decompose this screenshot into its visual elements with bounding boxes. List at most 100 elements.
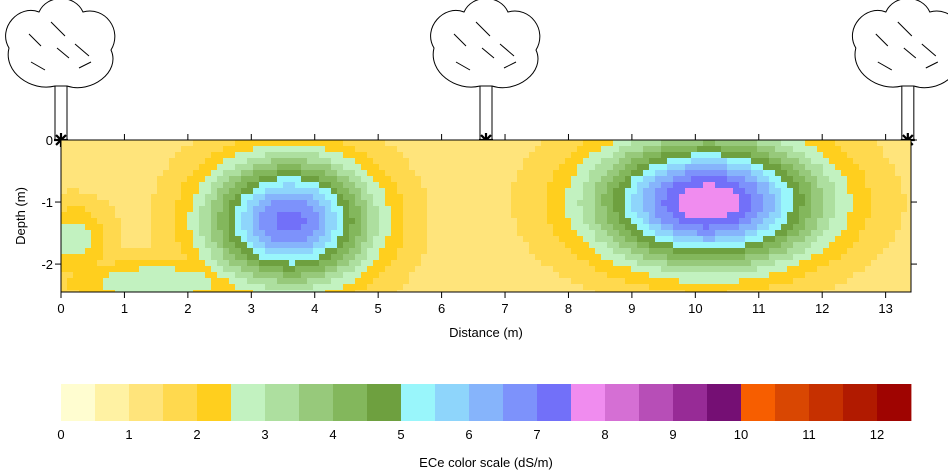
- heatmap-cell: [445, 194, 452, 201]
- heatmap-cell: [691, 248, 698, 255]
- heatmap-cell: [319, 158, 326, 165]
- heatmap-cell: [331, 158, 338, 165]
- heatmap-cell: [727, 146, 734, 153]
- heatmap-cell: [151, 272, 158, 279]
- heatmap-cell: [829, 290, 836, 292]
- heatmap-cell: [235, 218, 242, 225]
- heatmap-cell: [643, 182, 650, 189]
- heatmap-cell: [589, 200, 596, 207]
- heatmap-cell: [793, 194, 800, 201]
- heatmap-cell: [391, 278, 398, 285]
- heatmap-cell: [589, 272, 596, 279]
- heatmap-cell: [187, 284, 194, 291]
- heatmap-cell: [673, 236, 680, 243]
- heatmap-cell: [67, 182, 74, 189]
- heatmap-cell: [607, 152, 614, 159]
- heatmap-cell: [133, 284, 140, 291]
- heatmap-cell: [757, 290, 764, 292]
- heatmap-cell: [769, 176, 776, 183]
- heatmap-cell: [553, 284, 560, 291]
- heatmap-cell: [115, 218, 122, 225]
- heatmap-cell: [391, 224, 398, 231]
- heatmap-cell: [427, 182, 434, 189]
- heatmap-cell: [877, 230, 884, 237]
- heatmap-cell: [637, 152, 644, 159]
- heatmap-cell: [805, 158, 812, 165]
- heatmap-cell: [841, 290, 848, 292]
- heatmap-cell: [499, 218, 506, 225]
- heatmap-cell: [379, 254, 386, 261]
- heatmap-cell: [631, 236, 638, 243]
- heatmap-cell: [415, 194, 422, 201]
- heatmap-cell: [619, 164, 626, 171]
- heatmap-cell: [193, 164, 200, 171]
- heatmap-cell: [463, 290, 470, 292]
- heatmap-cell: [217, 152, 224, 159]
- heatmap-cell: [691, 152, 698, 159]
- heatmap-cell: [547, 278, 554, 285]
- heatmap-cell: [811, 146, 818, 153]
- heatmap-cell: [799, 164, 806, 171]
- heatmap-cell: [889, 182, 896, 189]
- heatmap-cell: [589, 290, 596, 292]
- heatmap-cell: [535, 146, 542, 153]
- heatmap-cell: [229, 254, 236, 261]
- heatmap-cell: [877, 182, 884, 189]
- heatmap-cell: [145, 248, 152, 255]
- heatmap-cell: [139, 230, 146, 237]
- heatmap-cell: [871, 266, 878, 273]
- heatmap-cell: [253, 182, 260, 189]
- heatmap-cell: [205, 260, 212, 267]
- heatmap-cell: [475, 266, 482, 273]
- heatmap-cell: [139, 242, 146, 249]
- heatmap-cell: [613, 164, 620, 171]
- heatmap-cell: [301, 146, 308, 153]
- heatmap-cell: [577, 278, 584, 285]
- heatmap-cell: [511, 260, 518, 267]
- heatmap-cell: [511, 194, 518, 201]
- heatmap-cell: [805, 170, 812, 177]
- heatmap-cell: [439, 230, 446, 237]
- heatmap-cell: [67, 290, 74, 292]
- heatmap-cell: [751, 194, 758, 201]
- heatmap-cell: [325, 170, 332, 177]
- heatmap-cell: [211, 158, 218, 165]
- heatmap-cell: [787, 164, 794, 171]
- heatmap-cell: [283, 254, 290, 261]
- heatmap-cell: [763, 290, 770, 292]
- heatmap-cell: [127, 224, 134, 231]
- heatmap-cell: [361, 224, 368, 231]
- heatmap-cell: [373, 164, 380, 171]
- heatmap-cell: [313, 242, 320, 249]
- heatmap-cell: [475, 218, 482, 225]
- heatmap-cell: [169, 230, 176, 237]
- color-scale-swatch: [503, 384, 538, 421]
- heatmap-cell: [643, 194, 650, 201]
- heatmap-cell: [139, 188, 146, 195]
- heatmap-cell: [523, 188, 530, 195]
- heatmap-cell: [787, 176, 794, 183]
- heatmap-cell: [379, 140, 386, 147]
- heatmap-cell: [787, 152, 794, 159]
- heatmap-cell: [133, 164, 140, 171]
- heatmap-cell: [871, 248, 878, 255]
- heatmap-cell: [367, 278, 374, 285]
- heatmap-cell: [73, 158, 80, 165]
- heatmap-cell: [517, 266, 524, 273]
- heatmap-cell: [715, 194, 722, 201]
- heatmap-cell: [667, 224, 674, 231]
- heatmap-cell: [109, 260, 116, 267]
- heatmap-cell: [607, 200, 614, 207]
- heatmap-cell: [421, 272, 428, 279]
- heatmap-cell: [289, 206, 296, 213]
- heatmap-cell: [109, 164, 116, 171]
- heatmap-cell: [121, 146, 128, 153]
- heatmap-cell: [331, 188, 338, 195]
- heatmap-cell: [847, 284, 854, 291]
- heatmap-cell: [763, 254, 770, 261]
- heatmap-cell: [895, 218, 902, 225]
- heatmap-cell: [871, 152, 878, 159]
- heatmap-cell: [649, 176, 656, 183]
- heatmap-cell: [79, 212, 86, 219]
- heatmap-cell: [73, 164, 80, 171]
